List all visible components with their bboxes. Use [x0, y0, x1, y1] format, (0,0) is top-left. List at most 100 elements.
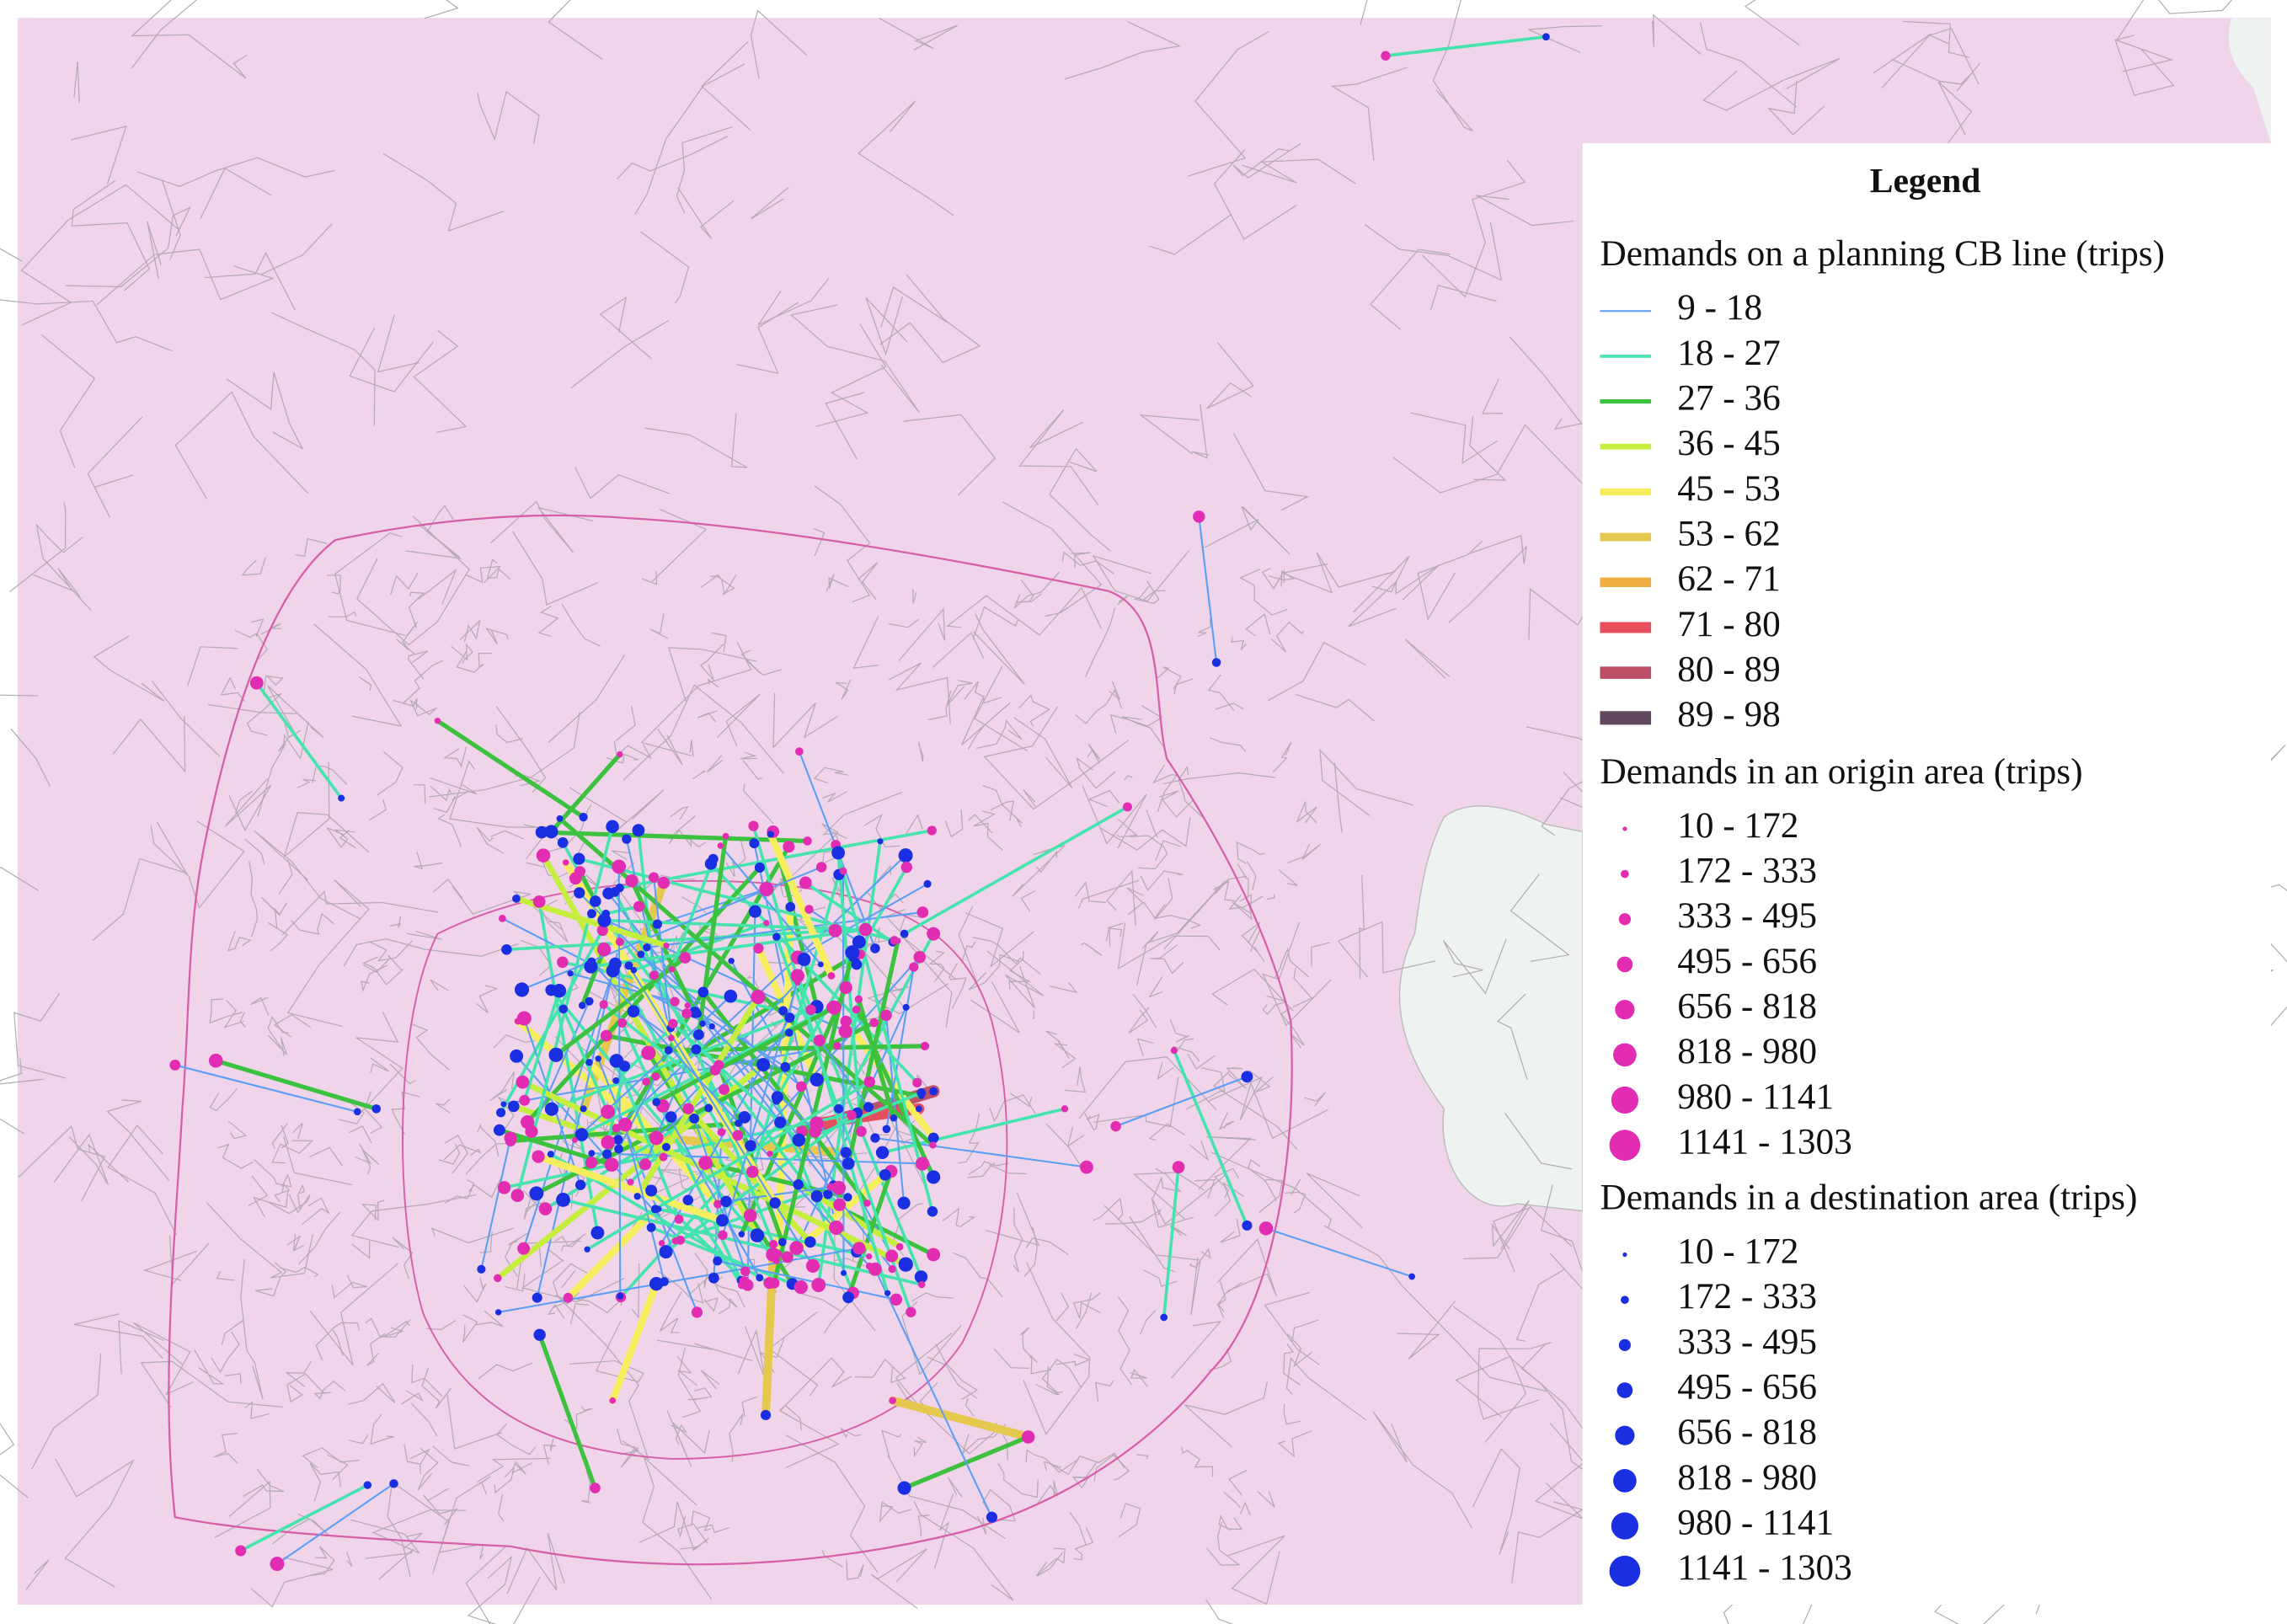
boundary	[413, 329, 468, 433]
origin-dot	[1021, 1430, 1035, 1444]
boundary	[418, 568, 457, 605]
destination-dot	[845, 945, 860, 960]
boundary	[942, 1207, 976, 1228]
boundary	[961, 941, 976, 964]
boundary	[327, 1454, 349, 1481]
boundary	[707, 755, 724, 773]
boundary	[1216, 1303, 1225, 1318]
boundary	[1270, 621, 1305, 653]
origin-dot	[929, 1141, 937, 1149]
boundary	[281, 890, 439, 936]
flow-line	[539, 830, 810, 844]
boundary	[131, 0, 248, 79]
boundary	[274, 1183, 291, 1203]
origin-dot	[895, 1242, 904, 1251]
destination-dot	[602, 1149, 612, 1159]
boundary	[1013, 571, 1061, 609]
boundary	[1283, 1403, 1301, 1425]
destination-dot	[772, 932, 781, 941]
boundary	[902, 937, 957, 1028]
boundary	[403, 1532, 423, 1549]
boundary	[1008, 950, 1032, 990]
origin-dot	[516, 1011, 532, 1026]
boundary	[1510, 873, 1570, 962]
boundary	[362, 954, 403, 973]
boundary	[716, 693, 761, 747]
boundary	[555, 1294, 649, 1459]
origin-dot	[900, 861, 913, 873]
boundary	[537, 606, 559, 638]
boundary	[1095, 1380, 1114, 1402]
boundary	[310, 1546, 335, 1577]
boundary	[346, 1552, 353, 1567]
boundary	[813, 767, 849, 784]
boundary	[350, 1194, 477, 1248]
flow-line	[606, 1064, 627, 1145]
boundary	[355, 1012, 403, 1116]
boundary	[1283, 1344, 1301, 1386]
legend-dot-swatch	[1618, 1338, 1631, 1351]
destination-dot	[817, 961, 824, 968]
origin-dot	[1193, 510, 1205, 523]
boundary	[985, 1192, 1040, 1247]
destination-dot	[493, 1124, 505, 1136]
destination-dot	[682, 1194, 694, 1206]
destination-dot	[649, 1276, 664, 1291]
legend-item-label: 495 - 656	[1677, 1366, 1817, 1407]
boundary	[1080, 942, 1103, 956]
destination-dot	[619, 1060, 631, 1072]
boundary	[961, 695, 1011, 745]
boundary	[1364, 222, 1503, 281]
boundary	[10, 728, 51, 788]
boundary	[1278, 869, 1298, 886]
flow-line	[480, 1136, 512, 1270]
boundary	[1236, 841, 1265, 864]
flow-line	[553, 955, 687, 1057]
boundary	[465, 1546, 506, 1624]
boundary	[309, 1462, 342, 1502]
destination-dot	[529, 1186, 544, 1201]
origin-dot	[648, 872, 660, 883]
boundary	[224, 1373, 242, 1385]
origin-dot	[865, 1262, 874, 1270]
origin-dot	[751, 989, 766, 1005]
boundary	[1093, 1197, 1124, 1221]
boundary	[1745, 0, 1800, 46]
boundary	[424, 0, 459, 19]
boundary	[1117, 596, 1129, 606]
boundary	[802, 1293, 842, 1312]
boundary	[615, 705, 636, 741]
boundary	[1540, 1184, 1585, 1279]
boundary	[946, 680, 973, 707]
boundary	[1077, 879, 1140, 909]
boundary	[879, 1501, 911, 1523]
boundary	[468, 1178, 502, 1199]
boundary	[248, 861, 259, 938]
boundary	[213, 1432, 238, 1465]
destination-dot	[627, 1005, 640, 1018]
boundary	[710, 1271, 738, 1315]
origin-dot	[767, 1151, 773, 1157]
flow-line	[670, 857, 715, 971]
boundary	[1074, 880, 1106, 903]
neighbor-region	[2228, 18, 2271, 144]
flow-line	[561, 1198, 923, 1286]
flow-line	[846, 938, 900, 1167]
destination-dot	[659, 1245, 673, 1259]
flow-line	[597, 1057, 698, 1313]
boundary	[1148, 976, 1163, 998]
boundary	[750, 186, 789, 220]
origin-dot	[563, 1292, 574, 1303]
destination-dot	[353, 1108, 361, 1116]
boundary	[1130, 1368, 1148, 1387]
boundary	[1291, 1319, 1319, 1343]
boundary	[462, 1314, 478, 1343]
boundary	[411, 1402, 438, 1437]
demand-lines	[174, 35, 1548, 1565]
origin-dot	[169, 1060, 181, 1071]
origin-dot	[768, 1239, 778, 1249]
boundary	[393, 697, 418, 709]
destination-dot	[1241, 1071, 1253, 1083]
boundary	[1246, 861, 1257, 891]
origin-dot	[691, 1306, 703, 1318]
